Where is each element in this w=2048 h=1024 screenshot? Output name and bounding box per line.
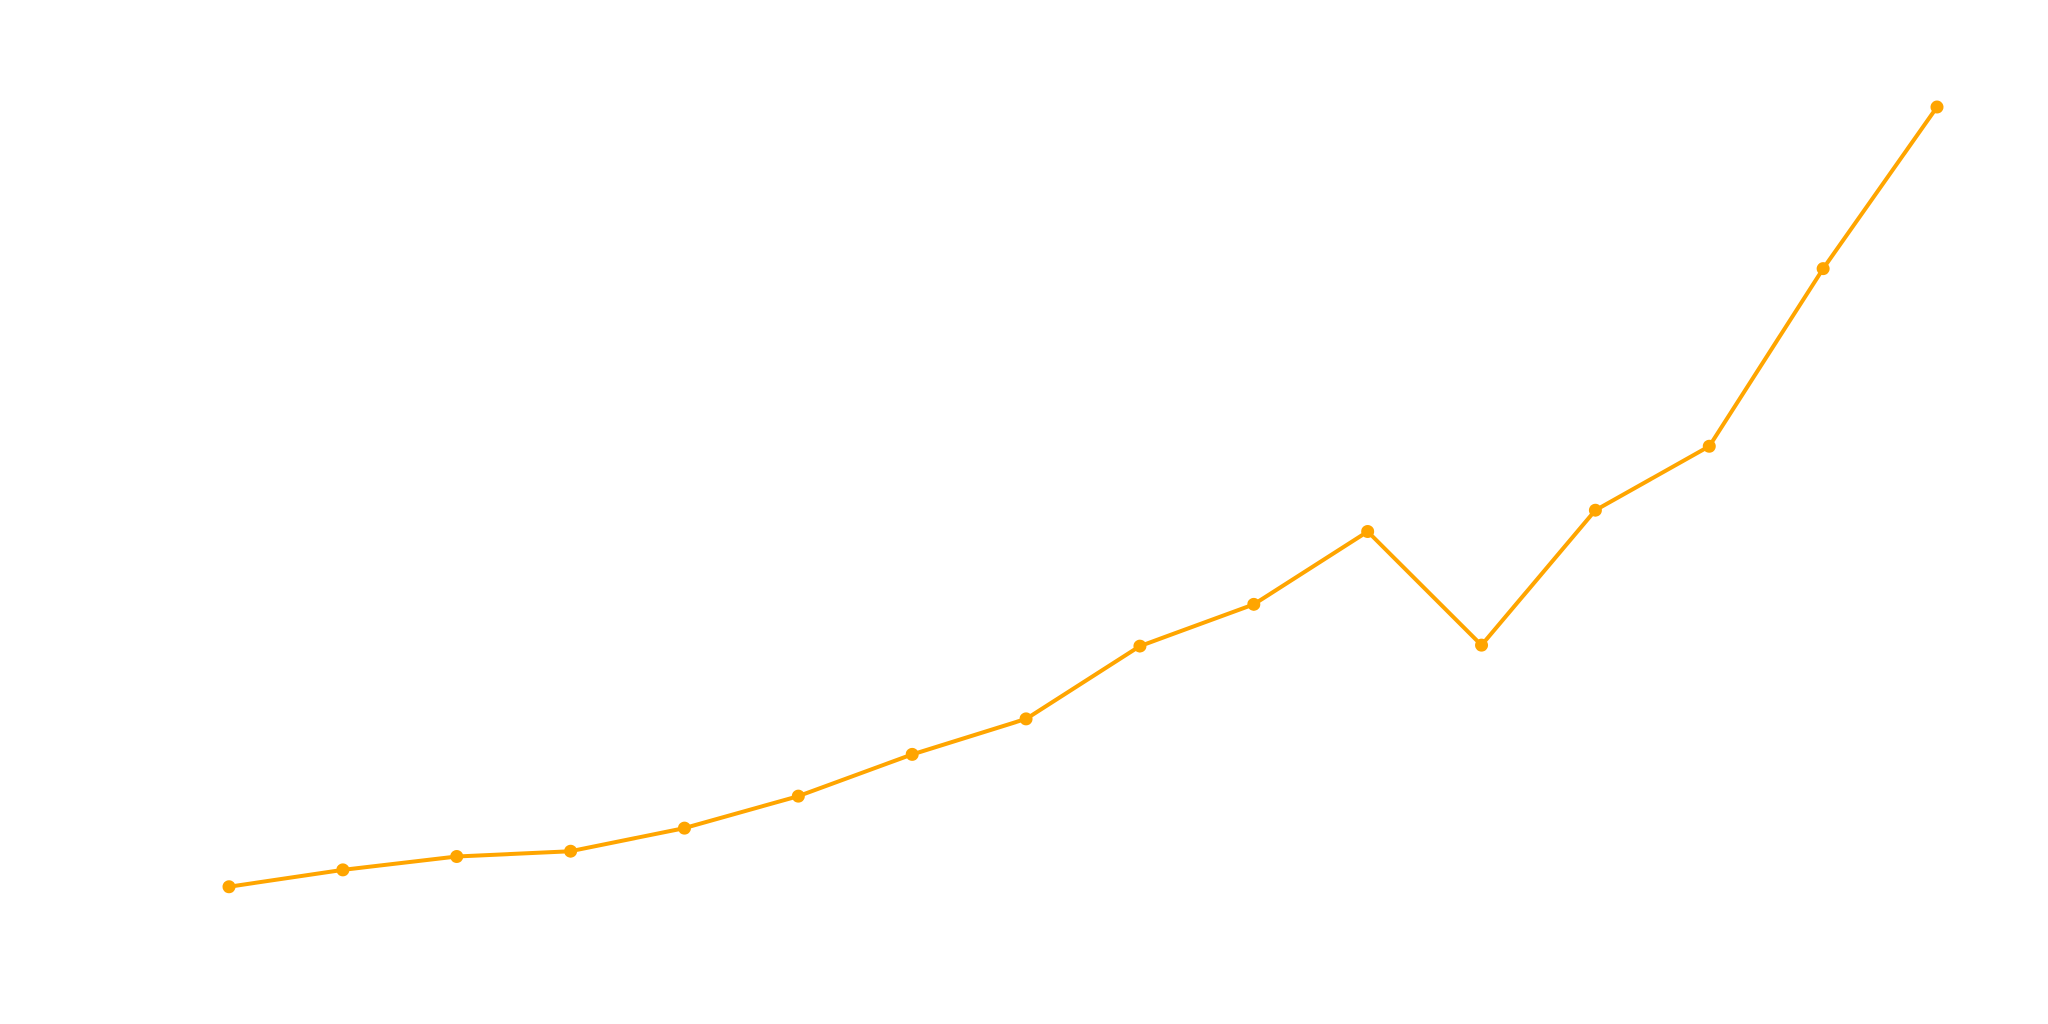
point (564, 844, 578, 858)
line (228, 105, 1939, 889)
point (336, 863, 350, 877)
point (1019, 712, 1033, 726)
point (1247, 597, 1261, 611)
point (1475, 638, 1489, 652)
point (1930, 100, 1944, 114)
point (1133, 639, 1147, 653)
point (222, 880, 236, 894)
point (450, 850, 464, 864)
point (791, 789, 805, 803)
point (677, 821, 691, 835)
point (1702, 439, 1716, 453)
point (1588, 503, 1602, 517)
point (1361, 525, 1375, 539)
point (905, 747, 919, 761)
point (1816, 262, 1830, 276)
